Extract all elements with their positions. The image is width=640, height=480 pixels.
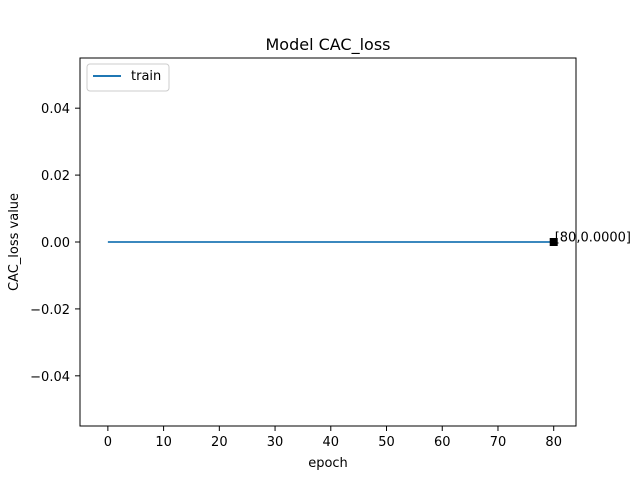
annotation-label: [80,0.0000] <box>555 231 631 246</box>
y-tick-label: 0.00 <box>41 236 70 251</box>
x-tick-label: 30 <box>267 435 284 450</box>
annotation-layer: [80,0.0000] <box>549 231 631 246</box>
x-tick-label: 60 <box>434 435 451 450</box>
annotation-marker <box>549 238 558 246</box>
chart-title: Model CAC_loss <box>265 35 390 55</box>
legend-label-train: train <box>131 69 161 84</box>
legend: train <box>86 63 170 92</box>
x-tick-label: 80 <box>545 435 562 450</box>
y-tick-label: −0.02 <box>30 303 70 318</box>
x-tick-label: 10 <box>155 435 172 450</box>
legend-box <box>86 63 170 92</box>
y-axis-label: CAC_loss value <box>7 193 22 291</box>
x-axis-ticks: 0 10 20 30 40 50 60 70 80 <box>104 426 562 450</box>
x-axis-label: epoch <box>308 456 348 471</box>
x-tick-label: 20 <box>211 435 228 450</box>
y-tick-label: 0.04 <box>41 102 70 117</box>
y-tick-label: −0.04 <box>30 370 70 385</box>
x-tick-label: 0 <box>104 435 112 450</box>
x-tick-label: 70 <box>490 435 507 450</box>
x-tick-label: 50 <box>378 435 395 450</box>
y-axis-ticks: −0.04 −0.02 0.00 0.02 0.04 <box>30 102 80 385</box>
x-tick-label: 40 <box>323 435 340 450</box>
y-tick-label: 0.02 <box>41 169 70 184</box>
